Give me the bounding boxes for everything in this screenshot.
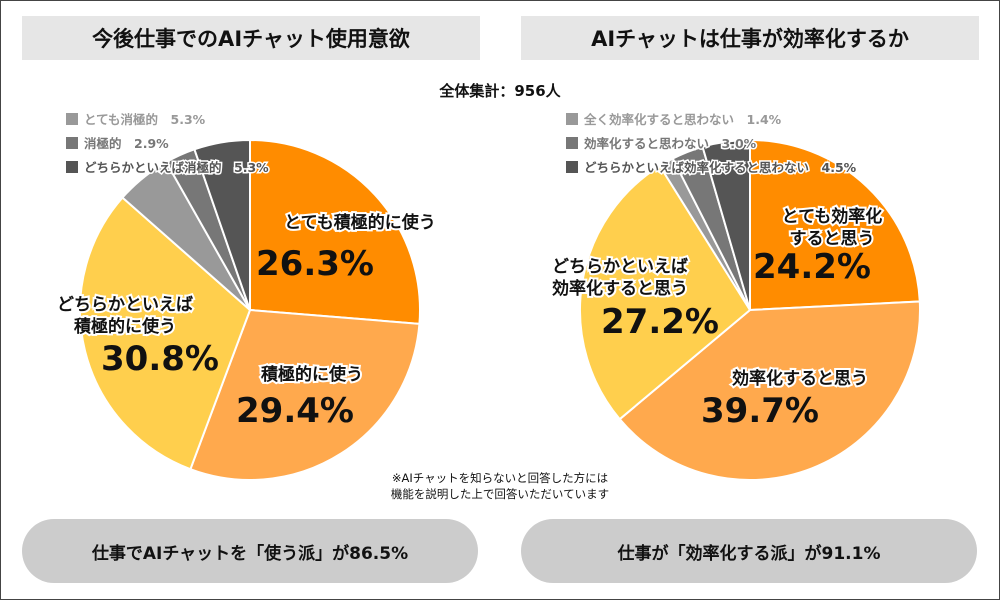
slice-label: すると思う: [790, 229, 875, 249]
pie-slice: [189, 308, 421, 481]
legend-swatch: [566, 137, 578, 149]
legend-swatch: [566, 113, 578, 125]
slice-value-label: 27.2%: [601, 302, 719, 342]
left-summary-pill: 仕事でAIチャットを「使う派」が86.5%: [22, 519, 478, 583]
pie-chart-2: とても効率化すると思う24.2%効率化すると思う39.7%どちらかといえば効率化…: [550, 111, 921, 481]
left-chart-title: 今後仕事でのAIチャット使用意欲: [22, 16, 480, 60]
footnote-line-1: ※AIチャットを知らないと回答した方には: [391, 471, 609, 485]
slice-label: どちらかといえば: [552, 257, 688, 277]
slice-value-label: 24.2%: [753, 247, 871, 287]
pie-slice: [79, 196, 252, 471]
right-chart-title: AIチャットは仕事が効率化するか: [521, 16, 979, 60]
pie-slice: [618, 300, 921, 481]
slice-label: どちらかといえば: [57, 295, 193, 315]
pie-chart-1: とても積極的に使う26.3%積極的に使う29.4%どちらかといえば積極的に使う3…: [55, 111, 438, 481]
legend-label: とても消極的 5.3%: [84, 112, 206, 127]
slice-label: 積極的に使う: [74, 316, 176, 337]
legend-label: どちらかといえば消極的 5.3%: [84, 160, 269, 175]
footnote-line-2: 機能を説明した上で回答いただいています: [390, 487, 610, 501]
slice-label: とても積極的に使う: [284, 212, 436, 233]
legend-label: 効率化すると思わない 3.0%: [584, 136, 757, 151]
legend-swatch: [66, 113, 78, 125]
footnote: ※AIチャットを知らないと回答した方には 機能を説明した上で回答いただいています: [300, 470, 700, 502]
slice-value-label: 26.3%: [256, 244, 374, 284]
slice-value-label: 39.7%: [701, 391, 819, 431]
slice-label: 効率化すると思う: [732, 368, 868, 389]
legend-label: 全く効率化すると思わない 1.4%: [583, 112, 782, 127]
legend-label: どちらかといえば効率化すると思わない 4.5%: [584, 160, 857, 175]
legend-swatch: [566, 161, 578, 173]
slice-label: とても効率化: [782, 206, 883, 227]
slice-label: 積極的に使う: [261, 364, 363, 385]
total-respondents: 全体集計：956人: [439, 82, 561, 100]
legend-label: 消極的 2.9%: [84, 136, 169, 151]
legend-swatch: [66, 161, 78, 173]
pie-slice: [249, 138, 421, 325]
pie-slice: [701, 138, 751, 311]
right-summary-pill: 仕事が「効率化する派」が91.1%: [521, 519, 977, 583]
slice-value-label: 30.8%: [101, 339, 219, 379]
pie-slice: [193, 138, 251, 311]
pie-slice: [579, 164, 752, 421]
legend-swatch: [66, 137, 78, 149]
slice-value-label: 29.4%: [236, 391, 354, 431]
pie-slice: [749, 138, 921, 312]
slice-label: 効率化すると思う: [552, 278, 688, 299]
